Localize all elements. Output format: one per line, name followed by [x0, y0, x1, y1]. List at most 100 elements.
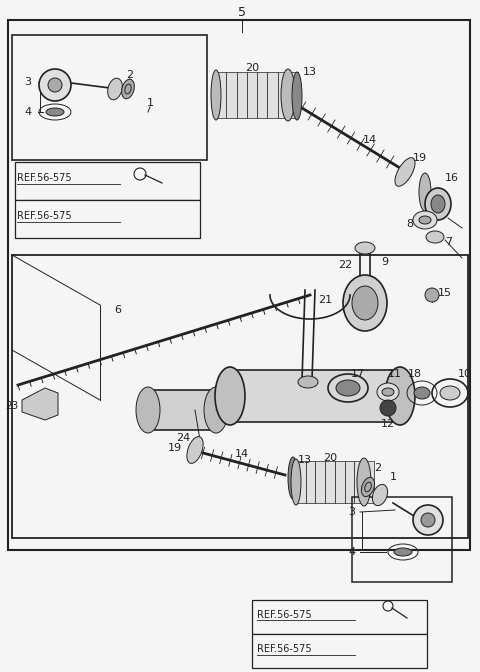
Text: 23: 23 [5, 401, 19, 411]
Ellipse shape [355, 242, 375, 254]
Bar [345, 461, 354, 503]
Bar [288, 72, 298, 118]
Ellipse shape [343, 275, 387, 331]
Ellipse shape [419, 216, 431, 224]
Ellipse shape [281, 69, 295, 121]
Text: 2: 2 [126, 70, 133, 80]
Text: REF.56-575: REF.56-575 [17, 211, 72, 221]
Ellipse shape [361, 477, 374, 497]
Ellipse shape [336, 380, 360, 396]
Bar [247, 72, 257, 118]
Circle shape [413, 505, 443, 535]
Bar [216, 72, 226, 118]
Bar [335, 461, 345, 503]
Circle shape [39, 69, 71, 101]
Bar [306, 461, 315, 503]
Ellipse shape [204, 387, 228, 433]
Text: 10: 10 [458, 369, 472, 379]
Ellipse shape [413, 211, 437, 229]
Text: 3: 3 [24, 77, 32, 87]
Text: 14: 14 [363, 135, 377, 145]
Bar [8, 20, 470, 550]
Ellipse shape [385, 367, 415, 425]
Text: 4: 4 [348, 547, 356, 557]
Bar [230, 370, 400, 422]
Ellipse shape [440, 386, 460, 400]
Bar [278, 72, 288, 118]
Ellipse shape [419, 173, 431, 211]
Text: 6: 6 [115, 305, 121, 315]
Text: 15: 15 [438, 288, 452, 298]
Text: 18: 18 [408, 369, 422, 379]
Text: 5: 5 [238, 5, 246, 19]
Ellipse shape [357, 458, 371, 506]
Ellipse shape [121, 79, 134, 99]
Text: 14: 14 [235, 449, 249, 459]
Ellipse shape [211, 70, 221, 120]
Text: 7: 7 [445, 237, 453, 247]
Ellipse shape [292, 72, 302, 120]
Text: 20: 20 [323, 453, 337, 463]
Ellipse shape [187, 437, 203, 464]
Text: 20: 20 [245, 63, 259, 73]
Bar [267, 72, 278, 118]
Text: REF.56-575: REF.56-575 [17, 173, 72, 183]
Bar [325, 461, 335, 503]
Bar [237, 72, 247, 118]
Text: 19: 19 [168, 443, 182, 453]
Text: 11: 11 [388, 369, 402, 379]
Circle shape [380, 400, 396, 416]
Bar [15, 200, 200, 238]
Circle shape [425, 288, 439, 302]
Text: 22: 22 [338, 260, 352, 270]
Ellipse shape [377, 383, 399, 401]
Bar [257, 72, 267, 118]
Text: 9: 9 [382, 257, 389, 267]
Text: REF.56-575: REF.56-575 [257, 644, 312, 654]
Circle shape [48, 78, 62, 92]
Bar [352, 497, 452, 582]
Ellipse shape [108, 78, 122, 99]
Bar [252, 634, 427, 668]
Ellipse shape [288, 457, 298, 499]
Ellipse shape [425, 188, 451, 220]
Bar [354, 461, 364, 503]
Text: 13: 13 [303, 67, 317, 77]
Bar [148, 390, 216, 430]
Text: 2: 2 [374, 463, 382, 473]
Bar [315, 461, 325, 503]
Ellipse shape [136, 387, 160, 433]
Ellipse shape [394, 548, 412, 556]
Bar [12, 255, 468, 538]
Ellipse shape [395, 158, 415, 186]
Text: 1: 1 [389, 472, 396, 482]
Ellipse shape [352, 286, 378, 320]
Circle shape [421, 513, 435, 527]
Text: 3: 3 [348, 507, 356, 517]
Text: 12: 12 [381, 419, 395, 429]
Text: 17: 17 [351, 369, 365, 379]
Bar [226, 72, 237, 118]
Ellipse shape [382, 388, 394, 396]
Text: 4: 4 [24, 107, 32, 117]
Bar [12, 35, 207, 160]
Ellipse shape [291, 459, 301, 505]
Text: 1: 1 [146, 98, 154, 108]
Text: REF.56-575: REF.56-575 [257, 610, 312, 620]
Text: 13: 13 [298, 455, 312, 465]
Ellipse shape [46, 108, 64, 116]
Text: 8: 8 [407, 219, 414, 229]
Bar [364, 461, 374, 503]
Ellipse shape [414, 387, 430, 399]
Ellipse shape [298, 376, 318, 388]
Text: 19: 19 [413, 153, 427, 163]
Ellipse shape [372, 485, 387, 505]
Bar [252, 600, 427, 634]
Text: 21: 21 [318, 295, 332, 305]
Bar [296, 461, 306, 503]
Bar [15, 162, 200, 200]
Text: 16: 16 [445, 173, 459, 183]
Text: 24: 24 [176, 433, 190, 443]
Ellipse shape [215, 367, 245, 425]
Ellipse shape [431, 195, 445, 213]
